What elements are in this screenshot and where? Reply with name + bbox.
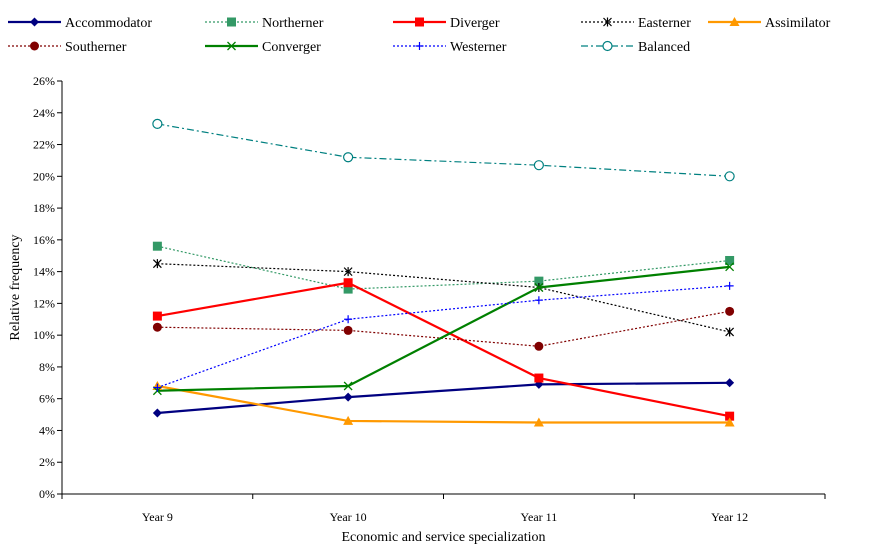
legend-label: Northerner	[262, 16, 324, 31]
data-point	[152, 408, 162, 418]
data-point	[725, 378, 735, 388]
legend-label: Southerner	[65, 40, 127, 55]
data-point	[533, 417, 544, 427]
legend-item: Westerner	[393, 40, 507, 55]
y-tick-label: 8%	[39, 360, 55, 374]
y-tick-label: 12%	[33, 296, 55, 310]
legend-item: Assimilator	[708, 16, 831, 31]
legend-label: Assimilator	[765, 16, 831, 31]
data-point	[534, 296, 543, 305]
legend-label: Accommodator	[65, 16, 152, 31]
y-axis-ticks: 0% 2% 4% 6% 8% 10% 12% 14% 16% 18% 20% 22% 24% 26%	[33, 74, 62, 501]
data-point	[725, 255, 735, 265]
series-line	[157, 123, 730, 177]
data-point	[152, 259, 162, 269]
legend-item: Easterner	[581, 16, 691, 31]
y-tick-label: 16%	[33, 233, 55, 247]
series-line	[157, 281, 730, 418]
data-point	[725, 262, 735, 272]
y-tick-label: 20%	[33, 169, 55, 183]
data-point	[534, 341, 544, 351]
series-line	[157, 381, 730, 415]
data-point	[534, 276, 544, 286]
series-lines	[157, 123, 730, 424]
y-tick-label: 10%	[33, 328, 55, 342]
data-point	[153, 383, 162, 392]
data-point	[534, 373, 544, 383]
data-point	[724, 417, 735, 427]
y-tick-label: 4%	[39, 423, 55, 437]
legend-item: Southerner	[8, 40, 127, 55]
data-point	[152, 322, 162, 332]
legend-item: Accommodator	[8, 16, 152, 31]
y-tick-label: 18%	[33, 201, 55, 215]
data-point	[725, 306, 735, 316]
data-point	[343, 381, 353, 391]
y-tick-label: 6%	[39, 392, 55, 406]
data-point	[343, 278, 353, 288]
legend-label: Diverger	[450, 16, 500, 31]
legend-marker	[603, 17, 612, 27]
data-point	[533, 160, 544, 171]
plot-area: 0% 2% 4% 6% 8% 10% 12% 14% 16% 18% 20% 22% 24% 26% Ye…	[33, 74, 826, 524]
y-tick-label: 22%	[33, 138, 55, 152]
data-point	[343, 284, 353, 294]
legend-item: Northerner	[205, 16, 324, 31]
data-point	[343, 325, 353, 335]
y-axis-title: Relative frequency	[8, 234, 23, 340]
y-tick-label: 14%	[33, 265, 55, 279]
legend-marker	[30, 41, 39, 51]
series-line	[157, 310, 730, 347]
data-point	[724, 171, 735, 182]
legend-marker	[30, 17, 39, 27]
legend-marker	[415, 42, 424, 50]
data-point	[534, 283, 544, 292]
series-line	[157, 384, 730, 424]
series-line	[157, 265, 730, 392]
data-point	[152, 241, 162, 251]
data-point	[725, 327, 735, 337]
x-axis-title: Economic and service specialization	[341, 530, 545, 545]
legend-label: Easterner	[638, 16, 691, 31]
x-tick-label: Year 12	[711, 510, 748, 524]
x-tick-label: Year 10	[330, 510, 367, 524]
legend-item: Diverger	[393, 16, 500, 31]
legend-marker	[415, 17, 424, 27]
y-tick-label: 2%	[39, 455, 55, 469]
legend-label: Balanced	[638, 40, 690, 55]
data-point	[725, 281, 734, 290]
data-point	[343, 415, 354, 425]
data-point	[343, 267, 353, 277]
y-tick-label: 0%	[39, 487, 55, 501]
data-point	[343, 392, 353, 402]
legend-label: Westerner	[450, 40, 507, 55]
legend-marker	[729, 17, 740, 26]
x-tick-label: Year 11	[521, 510, 558, 524]
y-tick-label: 24%	[33, 106, 55, 120]
data-point	[344, 315, 353, 324]
legend-marker	[602, 40, 613, 52]
series-markers	[152, 118, 735, 427]
series-line	[157, 263, 730, 333]
legend-label: Converger	[262, 40, 321, 55]
series-line	[157, 245, 730, 290]
y-tick-label: 26%	[33, 74, 55, 88]
legend: Accommodator Northerner Diverger Easterner A…	[8, 16, 831, 55]
data-point	[343, 152, 354, 163]
x-tick-label: Year 9	[142, 510, 173, 524]
legend-item: Converger	[205, 40, 321, 55]
x-axis-ticks: Year 9 Year 10 Year 11 Year 12	[61, 494, 826, 524]
data-point	[725, 411, 735, 421]
legend-marker	[227, 41, 236, 51]
data-point	[152, 311, 162, 321]
data-point	[152, 118, 163, 129]
series-line	[157, 285, 730, 389]
legend-item: Balanced	[581, 40, 690, 55]
legend-marker	[227, 17, 236, 27]
